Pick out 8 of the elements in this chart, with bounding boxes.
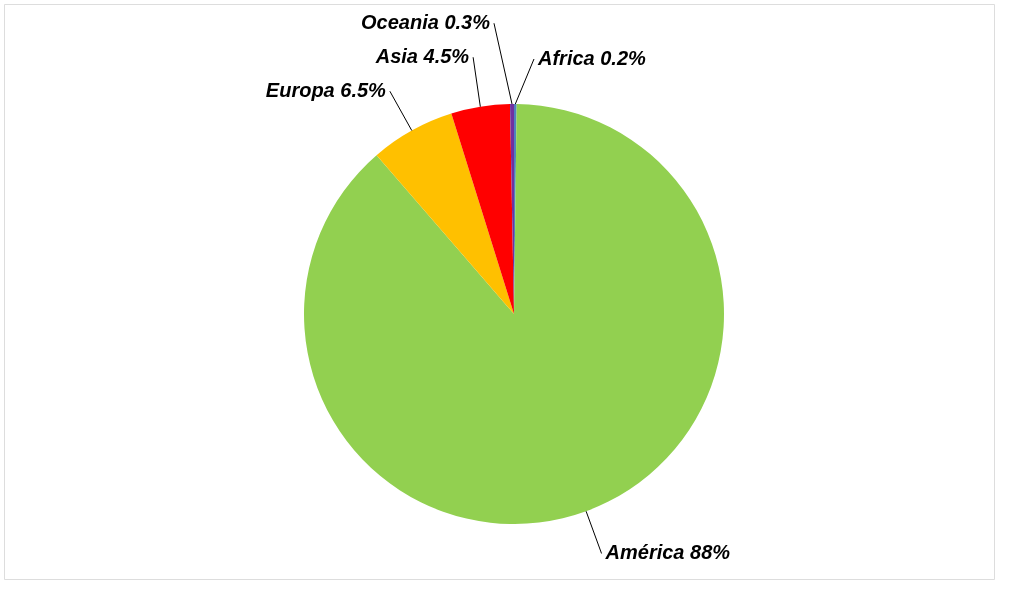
slice-label: Oceania 0.3% bbox=[361, 11, 491, 34]
pie-slice bbox=[304, 104, 724, 524]
pie-slice bbox=[451, 104, 514, 314]
pie-slice bbox=[376, 113, 514, 314]
slice-label: Europa 6.5% bbox=[265, 79, 387, 102]
slice-label: Africa 0.2% bbox=[537, 47, 647, 70]
slice-label: Asia 4.5% bbox=[374, 45, 470, 68]
slice-label: América 88% bbox=[604, 541, 731, 564]
